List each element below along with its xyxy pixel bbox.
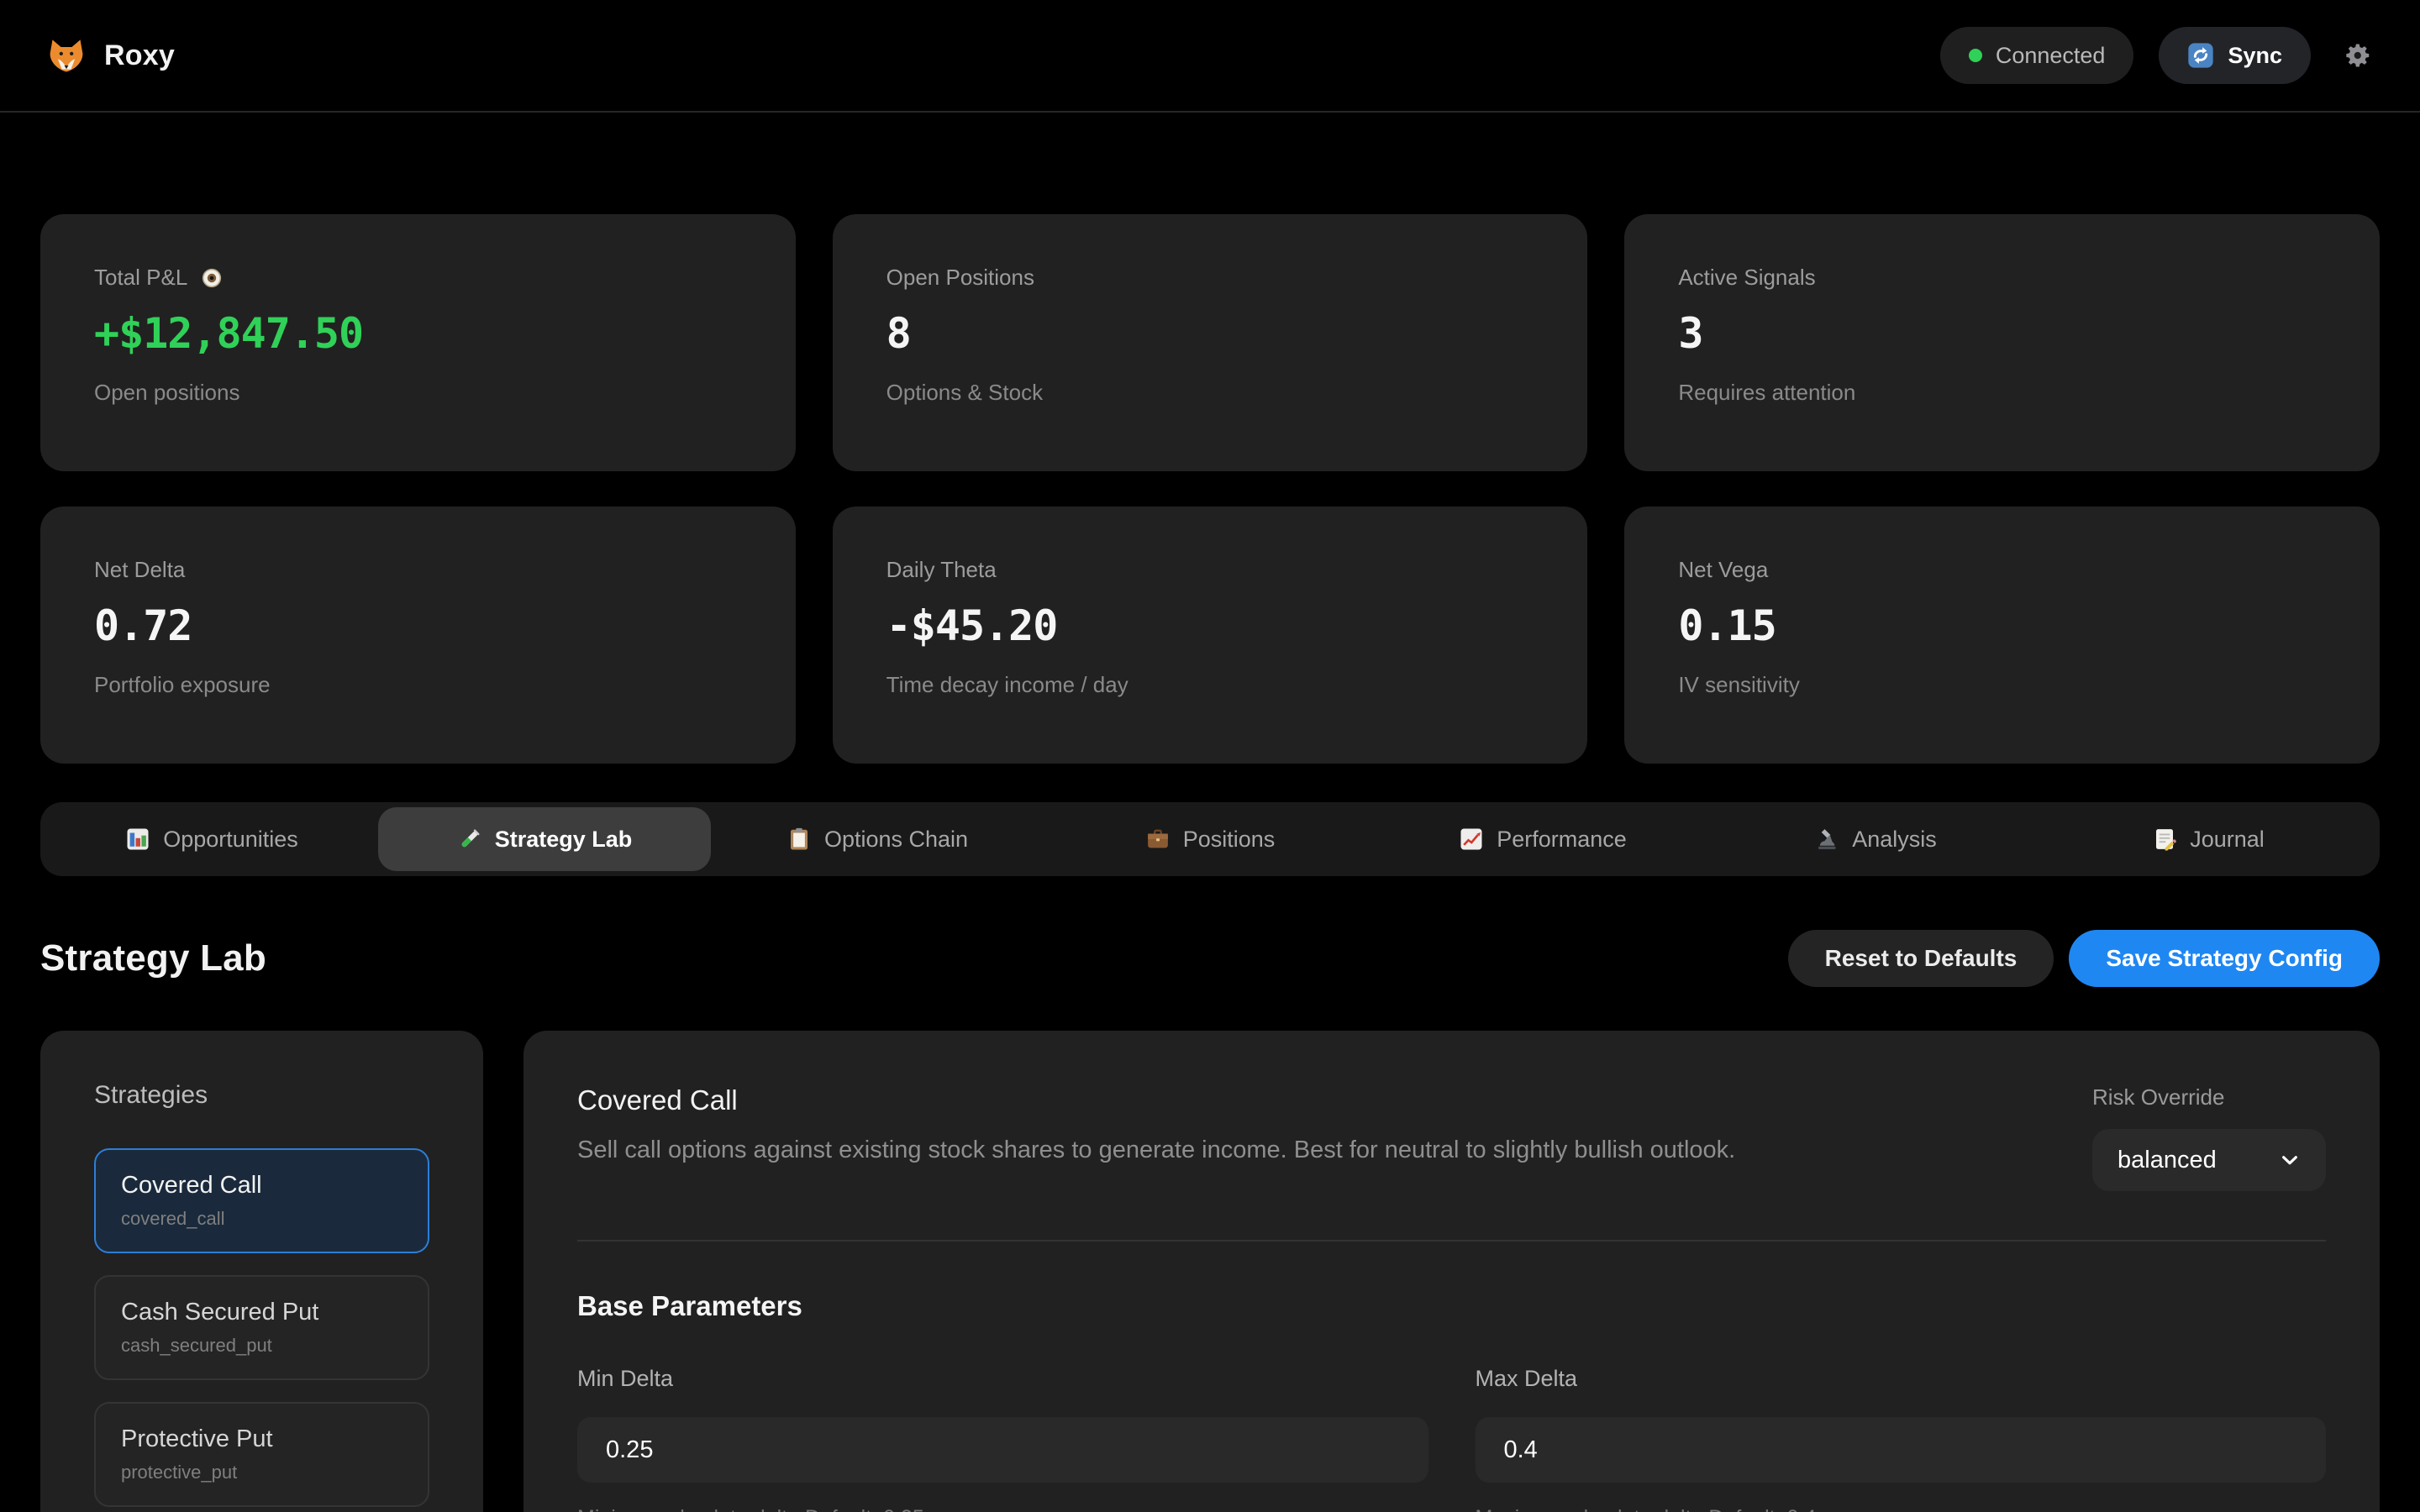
stat-card-daily-theta: Daily Theta -$45.20 Time decay income / …	[832, 507, 1588, 764]
tab-opportunities[interactable]: Opportunities	[45, 807, 378, 871]
stat-label: Active Signals	[1678, 265, 1816, 290]
strategy-item-cash-secured-put[interactable]: Cash Secured Put cash_secured_put	[94, 1275, 429, 1380]
stat-sub: Portfolio exposure	[94, 672, 271, 697]
gear-icon	[2341, 39, 2373, 71]
main-tabbar: Opportunities Strategy Lab	[40, 802, 2380, 876]
reset-defaults-button[interactable]: Reset to Defaults	[1787, 930, 2054, 987]
chart-increasing-icon	[1459, 827, 1484, 852]
sync-button[interactable]: Sync	[2159, 27, 2311, 84]
stat-value: -$45.20	[886, 601, 1059, 650]
strategy-detail-title: Covered Call	[577, 1084, 738, 1116]
stat-label: Net Vega	[1678, 557, 1769, 582]
stat-label: Total P&L	[94, 265, 188, 290]
connection-status-badge: Connected	[1939, 27, 2134, 84]
tab-label: Positions	[1182, 826, 1276, 852]
strategy-item-protective-put[interactable]: Protective Put protective_put	[94, 1402, 429, 1507]
stat-value: 0.15	[1678, 601, 1776, 650]
field-max-delta: Max Delta Maximum absolute delta Default…	[1475, 1366, 2327, 1512]
tab-label: Performance	[1497, 826, 1627, 852]
tab-strategy-lab[interactable]: Strategy Lab	[378, 807, 711, 871]
page-title: Strategy Lab	[40, 937, 266, 979]
stat-sub: Requires attention	[1678, 380, 1856, 405]
sync-icon	[2187, 42, 2214, 69]
stat-sub: IV sensitivity	[1678, 672, 1800, 697]
strategy-detail-description: Sell call options against existing stock…	[577, 1137, 1736, 1163]
strategy-item-covered-call[interactable]: Covered Call covered_call	[94, 1148, 429, 1253]
brand: Roxy	[47, 36, 175, 75]
stat-sub: Time decay income / day	[886, 672, 1128, 697]
tab-analysis[interactable]: Analysis	[1709, 807, 2042, 871]
settings-button[interactable]	[2341, 39, 2373, 71]
divider	[577, 1240, 2326, 1242]
header-actions: Connected Sync	[1939, 27, 2373, 84]
stat-sub: Open positions	[94, 380, 240, 405]
bar-chart-icon	[125, 827, 150, 852]
tab-journal[interactable]: Journal	[2042, 807, 2375, 871]
tab-label: Analysis	[1852, 826, 1937, 852]
risk-override-select[interactable]: balanced	[2092, 1129, 2326, 1191]
app-header: Roxy Connected Sync	[0, 0, 2420, 113]
strategies-sidebar: Strategies Covered Call covered_call Cas…	[40, 1031, 483, 1512]
strategy-detail-panel: Covered Call Sell call options against e…	[523, 1031, 2380, 1512]
stat-label: Open Positions	[886, 265, 1034, 290]
clipboard-icon	[786, 827, 812, 852]
stat-value: 0.72	[94, 601, 192, 650]
tab-options-chain[interactable]: Options Chain	[711, 807, 1044, 871]
stat-label: Net Delta	[94, 557, 186, 582]
field-label: Max Delta	[1475, 1366, 1578, 1391]
stat-card-net-delta: Net Delta 0.72 Portfolio exposure	[40, 507, 796, 764]
test-tube-icon	[457, 827, 482, 852]
memo-icon	[2152, 827, 2177, 852]
stat-card-total-pnl: Total P&L +$12,847.50 Open positions	[40, 214, 796, 471]
strategy-lab-header: Strategy Lab Reset to Defaults Save Stra…	[40, 930, 2380, 987]
max-delta-input[interactable]	[1475, 1417, 2326, 1483]
fox-icon	[47, 36, 86, 75]
connection-status-label: Connected	[1995, 42, 2106, 68]
tab-label: Options Chain	[823, 826, 969, 852]
eye-icon	[201, 267, 223, 289]
chevron-down-icon	[2279, 1149, 2301, 1171]
risk-override-value: balanced	[2118, 1146, 2217, 1173]
strategies-title: Strategies	[94, 1081, 208, 1109]
tab-label: Opportunities	[163, 826, 298, 852]
tab-positions[interactable]: Positions	[1044, 807, 1376, 871]
tab-label: Strategy Lab	[494, 826, 633, 852]
stats-grid: Total P&L +$12,847.50 Open positions Ope…	[40, 214, 2380, 764]
stat-value: 8	[886, 309, 912, 358]
strategy-name: Covered Call	[121, 1172, 262, 1199]
strategy-code: protective_put	[121, 1462, 238, 1483]
strategy-code: covered_call	[121, 1208, 225, 1229]
strategy-name: Protective Put	[121, 1425, 273, 1452]
stat-label: Daily Theta	[886, 557, 997, 582]
save-strategy-config-button[interactable]: Save Strategy Config	[2069, 930, 2380, 987]
base-parameters-title: Base Parameters	[577, 1290, 802, 1321]
briefcase-icon	[1145, 827, 1171, 852]
min-delta-input[interactable]	[577, 1417, 1428, 1483]
field-helper: Minimum absolute delta Default: 0.25	[577, 1506, 1428, 1512]
status-dot	[1968, 49, 1982, 62]
strategy-code: cash_secured_put	[121, 1335, 272, 1356]
app-title: Roxy	[104, 39, 175, 71]
stat-sub: Options & Stock	[886, 380, 1044, 405]
field-label: Min Delta	[577, 1366, 674, 1391]
tab-performance[interactable]: Performance	[1376, 807, 1709, 871]
tab-label: Journal	[2190, 826, 2265, 852]
stat-card-open-positions: Open Positions 8 Options & Stock	[832, 214, 1588, 471]
stat-value: 3	[1678, 309, 1703, 358]
strategy-name: Cash Secured Put	[121, 1299, 319, 1326]
stat-card-net-vega: Net Vega 0.15 IV sensitivity	[1624, 507, 2380, 764]
field-min-delta: Min Delta Minimum absolute delta Default…	[577, 1366, 1428, 1512]
risk-override-label: Risk Override	[2092, 1084, 2225, 1110]
microscope-icon	[1814, 827, 1839, 852]
field-helper: Maximum absolute delta Default: 0.4	[1476, 1506, 2327, 1512]
stat-card-active-signals: Active Signals 3 Requires attention	[1624, 214, 2380, 471]
sync-label: Sync	[2228, 42, 2282, 68]
stat-value: +$12,847.50	[94, 309, 364, 358]
